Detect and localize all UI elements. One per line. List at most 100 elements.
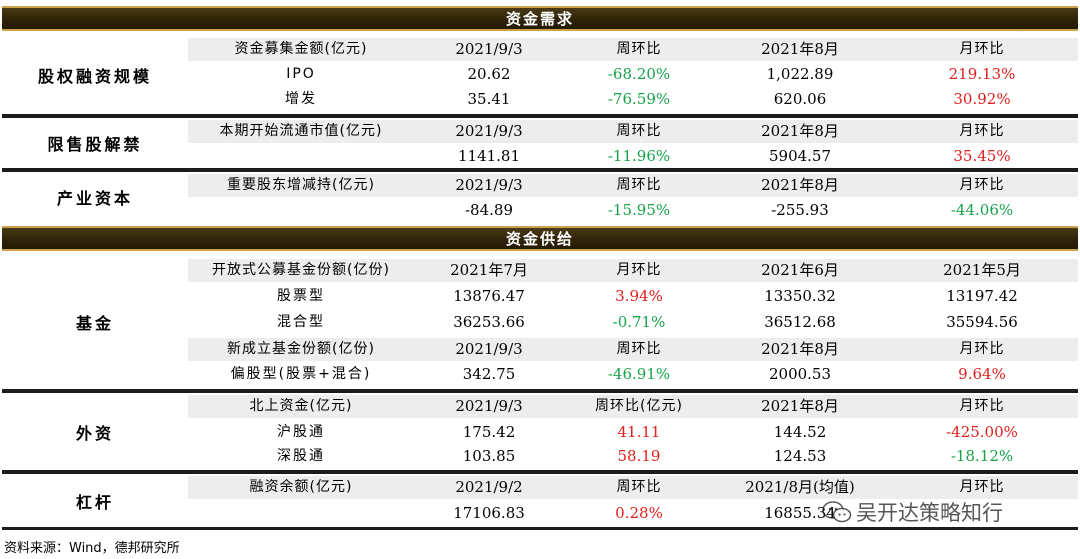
table-bottom-border: [2, 527, 1078, 530]
table-row: -84.89 -15.95% -255.93 -44.06%: [188, 199, 1078, 222]
group-funds: 基金 开放式公募基金份额(亿份) 2021年7月 月环比 2021年6月 202…: [2, 255, 1078, 389]
table-row: 偏股型(股票+混合) 342.75 -46.91% 2000.53 9.64%: [188, 363, 1078, 386]
cell-period: 2021/9/3: [455, 176, 523, 194]
cell-change: -425.00%: [946, 423, 1018, 441]
table-row-header: 融资余额(亿元) 2021/9/2 周环比 2021/8月(均值) 月环比: [188, 476, 1078, 499]
cell-item: 深股通: [277, 448, 325, 464]
section-band-supply: 资金供给: [2, 226, 1078, 251]
cell-value: -255.93: [771, 201, 829, 219]
group-divider: [2, 389, 1078, 393]
cell-wow-header: 周环比: [616, 123, 662, 139]
cell-change: -76.59%: [607, 90, 671, 108]
group-equity: 股权融资规模 资金募集金额(亿元) 2021/9/3 周环比 2021年8月 月…: [2, 35, 1078, 114]
group-leverage: 杠杆 融资余额(亿元) 2021/9/2 周环比 2021/8月(均值) 月环比…: [2, 474, 1078, 528]
cell-value: 175.42: [462, 423, 516, 441]
cell-change: 3.94%: [615, 287, 663, 305]
table-row: 沪股通 175.42 41.11 144.52 -425.00%: [188, 421, 1078, 444]
table-row-header: 本期开始流通市值(亿元) 2021/9/3 周环比 2021年8月 月环比: [188, 120, 1078, 143]
cell-metric: 本期开始流通市值(亿元): [219, 123, 383, 139]
cell-value: 36253.66: [453, 313, 525, 331]
cell-change: -0.71%: [612, 313, 666, 331]
cell-metric: 融资余额(亿元): [249, 479, 353, 495]
section-title-demand: 资金需求: [505, 10, 574, 28]
cell-change: -15.95%: [607, 201, 671, 219]
cell-value: 35.41: [467, 90, 511, 108]
table-row-header: 开放式公募基金份额(亿份) 2021年7月 月环比 2021年6月 2021年5…: [188, 259, 1078, 282]
watermark-text: 吴开达策略知行: [856, 501, 1003, 525]
group-foreign: 外资 北上资金(亿元) 2021/9/3 周环比(亿元) 2021年8月 月环比…: [2, 393, 1078, 470]
group-divider: [2, 168, 1078, 172]
watermark: 吴开达策略知行: [822, 497, 1003, 527]
cell-period: 2021/9/2: [455, 478, 523, 496]
cell-change: 35.45%: [953, 147, 1011, 165]
table-row: 混合型 36253.66 -0.71% 36512.68 35594.56: [188, 311, 1078, 334]
cell-item: 股票型: [277, 288, 325, 304]
cell-value: 620.06: [773, 90, 827, 108]
cell-item: [188, 145, 414, 168]
cell-change: 41.11: [617, 423, 661, 441]
table-row: 股票型 13876.47 3.94% 13350.32 13197.42: [188, 285, 1078, 308]
cell-change: -18.12%: [950, 447, 1014, 465]
cell-change: -46.91%: [607, 365, 671, 383]
group-industrial: 产业资本 重要股东增减持(亿元) 2021/9/3 周环比 2021年8月 月环…: [2, 172, 1078, 222]
cell-metric: 新成立基金份额(亿份): [227, 341, 375, 357]
cell-change: 0.28%: [615, 504, 663, 522]
cell-prev-period: 2021年8月: [761, 340, 839, 358]
cell-value: 35594.56: [946, 313, 1018, 331]
wechat-icon: [822, 501, 852, 523]
cell-prev-period: 2021年8月: [761, 397, 839, 415]
cell-value: 20.62: [467, 65, 511, 83]
cell-value: 124.53: [773, 447, 827, 465]
cell-change: 30.92%: [953, 90, 1011, 108]
table-row: 1141.81 -11.96% 5904.57 35.45%: [188, 145, 1078, 168]
cell-period: 2021/9/3: [455, 340, 523, 358]
table-row: 17106.83 0.28% 16855.34: [188, 502, 1078, 525]
cell-mom-header: 月环比: [616, 262, 662, 278]
cell-value: 1,022.89: [766, 65, 834, 83]
cell-value: 13197.42: [946, 287, 1018, 305]
cell-metric: 开放式公募基金份额(亿份): [212, 262, 390, 278]
cell-mom-header: 月环比: [959, 123, 1005, 139]
cell-change: -68.20%: [607, 65, 671, 83]
group-label-industrial: 产业资本: [56, 189, 133, 208]
cell-period: 2021年7月: [450, 261, 528, 279]
cell-value: 1141.81: [457, 147, 521, 165]
cell-metric: 北上资金(亿元): [249, 398, 353, 414]
cell-mom-header: 月环比: [959, 341, 1005, 357]
cell-value: 342.75: [462, 365, 516, 383]
cell-mom-header: 月环比: [959, 398, 1005, 414]
cell-mom-header: 月环比: [959, 177, 1005, 193]
cell-item: IPO: [286, 66, 316, 82]
cell-mom-header: 月环比: [959, 479, 1005, 495]
group-label-foreign: 外资: [75, 423, 114, 443]
cell-prev-period: 2021年8月: [761, 176, 839, 194]
cell-value: 17106.83: [453, 504, 525, 522]
cell-value: 13350.32: [764, 287, 836, 305]
cell-prev-period: 2021年8月: [761, 122, 839, 140]
cell-value: 16855.34: [764, 504, 836, 522]
cell-mom-header: 月环比: [959, 41, 1005, 57]
cell-change: 219.13%: [948, 65, 1016, 83]
cell-item: 混合型: [277, 314, 325, 330]
group-divider: [2, 114, 1078, 118]
source-note: 资料来源：Wind，德邦研究所: [4, 541, 180, 556]
group-label-restricted: 限售股解禁: [47, 135, 143, 154]
table-row: 增发 35.41 -76.59% 620.06 30.92%: [188, 88, 1078, 111]
group-label-leverage: 杠杆: [75, 493, 114, 512]
section-band-demand: 资金需求: [2, 6, 1078, 31]
group-divider: [2, 470, 1078, 474]
cell-item: 沪股通: [277, 424, 325, 440]
cell-item: [188, 502, 414, 525]
cell-wow-header: 周环比: [616, 341, 662, 357]
cell-prev-period: 2021年5月: [943, 261, 1021, 279]
section-title-supply: 资金供给: [505, 230, 574, 248]
cell-item: 增发: [285, 91, 317, 107]
table-row-header: 重要股东增减持(亿元) 2021/9/3 周环比 2021年8月 月环比: [188, 174, 1078, 197]
table-row: 深股通 103.85 58.19 124.53 -18.12%: [188, 445, 1078, 468]
table-row-header: 新成立基金份额(亿份) 2021/9/3 周环比 2021年8月 月环比: [188, 338, 1078, 361]
cell-change: -44.06%: [950, 201, 1014, 219]
table-row: IPO 20.62 -68.20% 1,022.89 219.13%: [188, 63, 1078, 86]
table-row-header: 资金募集金额(亿元) 2021/9/3 周环比 2021年8月 月环比: [188, 38, 1078, 61]
cell-wow-header: 周环比(亿元): [595, 398, 683, 414]
cell-wow-header: 周环比: [616, 479, 662, 495]
